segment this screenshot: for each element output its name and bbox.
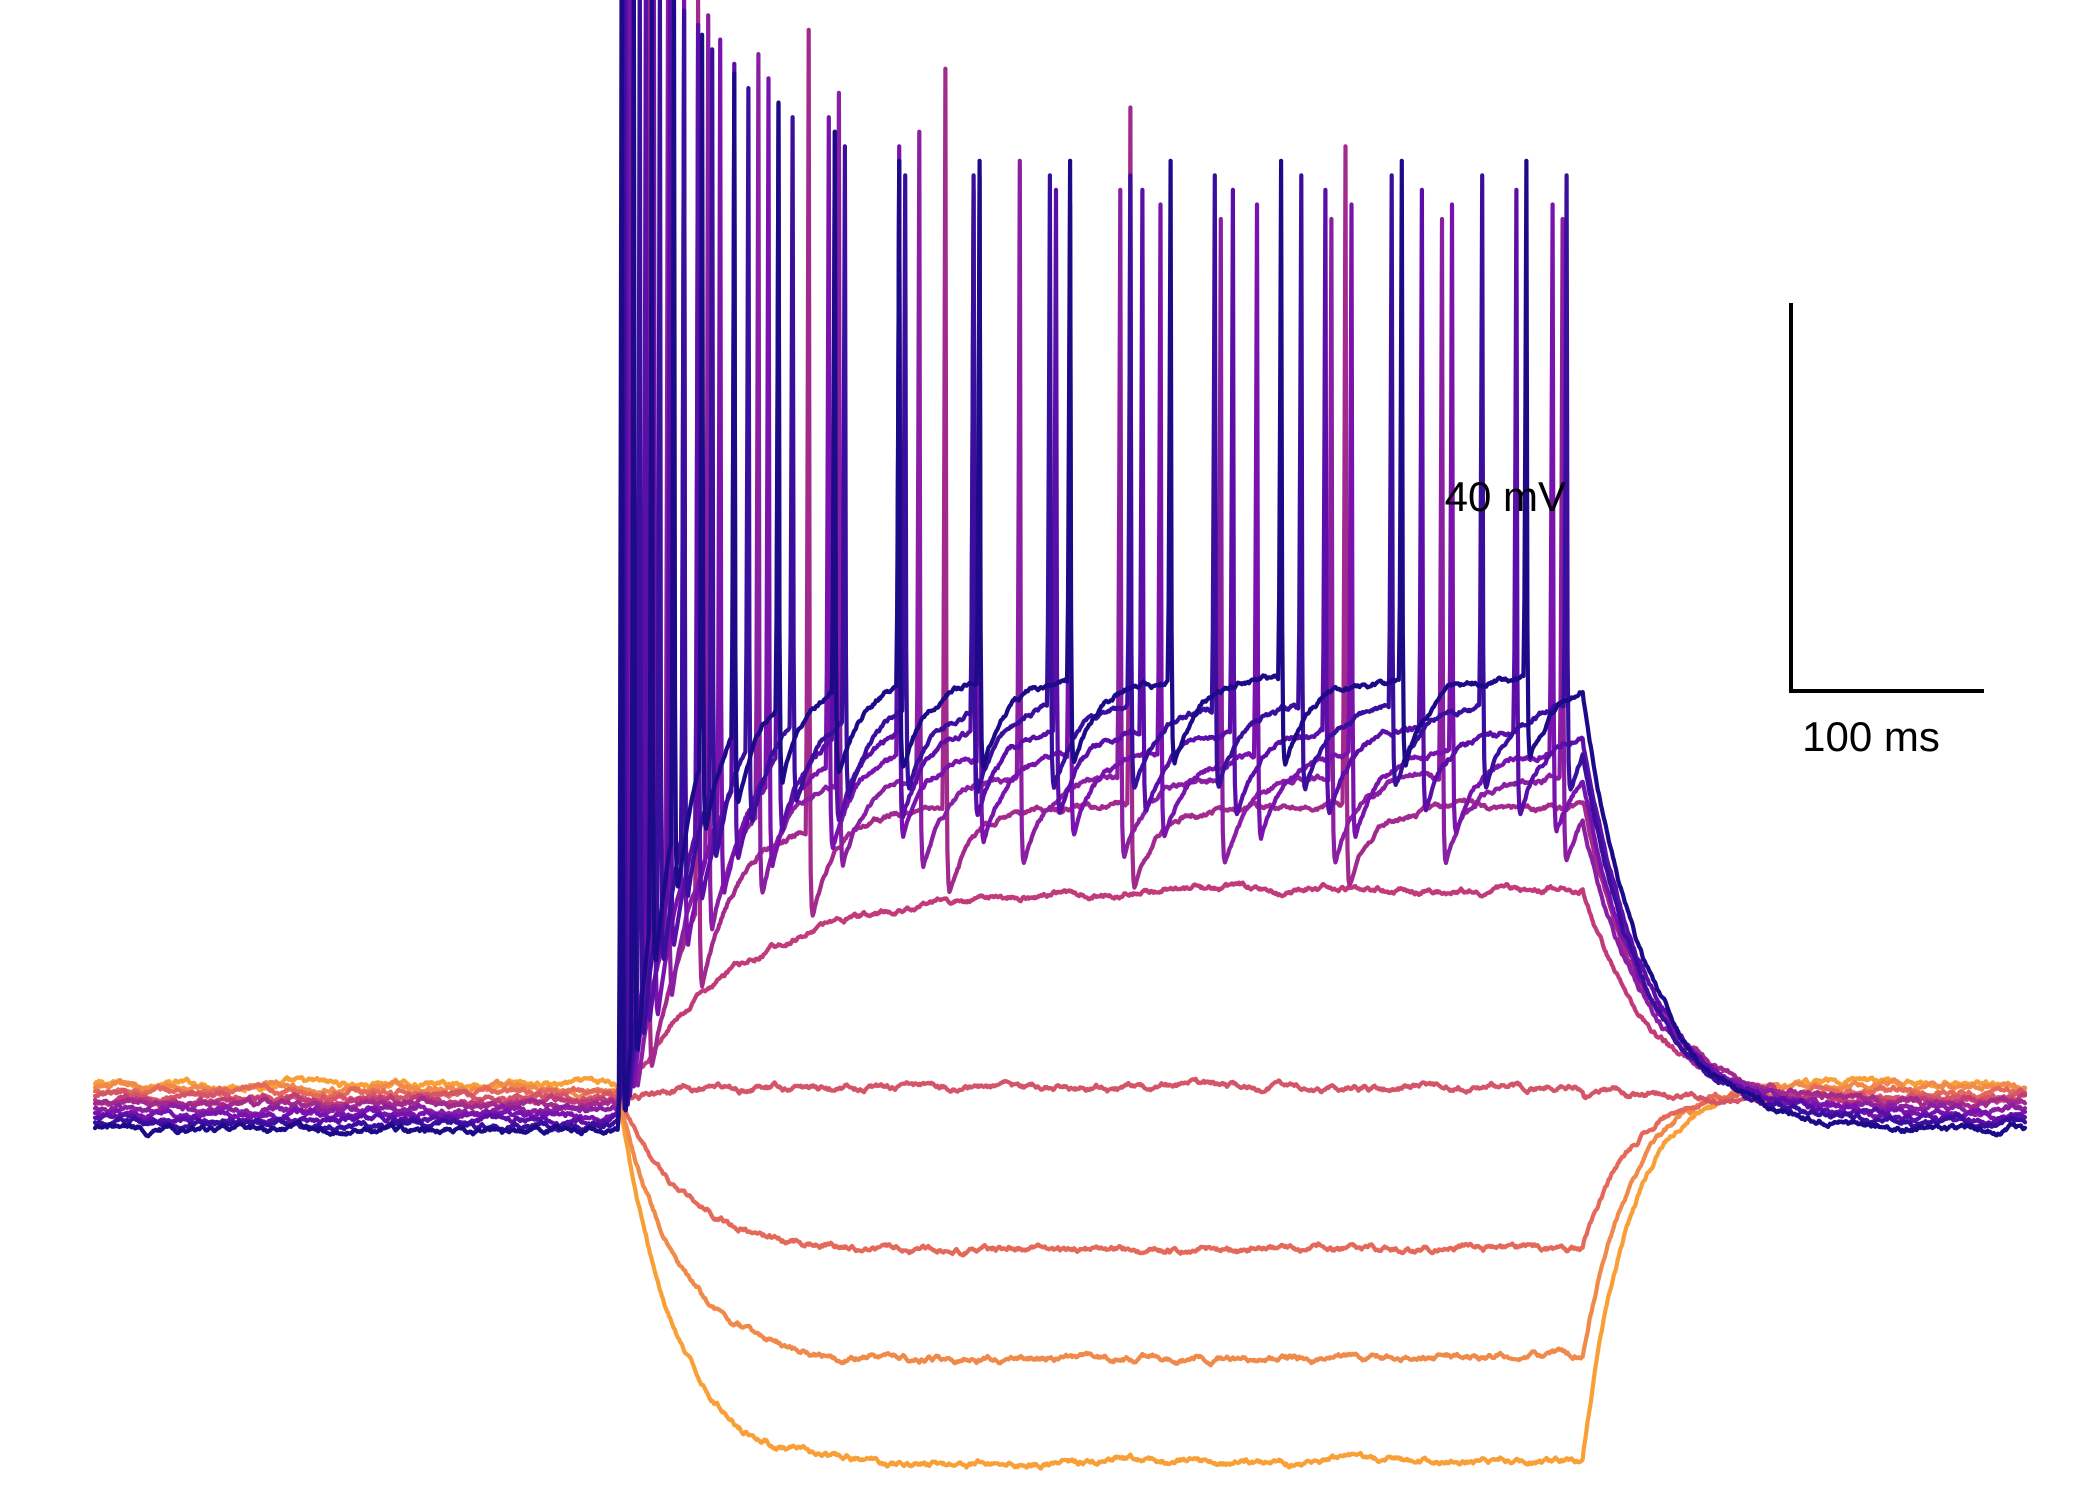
scale-bar-x-label: 100 ms [1802,713,1940,760]
trace-9 [92,0,2028,1129]
trace-11 [92,0,2028,1139]
trace-10 [92,0,2028,1133]
scale-bar-y-label: 40 mV [1444,473,1566,520]
trace-1 [92,1075,2028,1471]
trace-8 [92,0,2028,1124]
trace-6 [92,0,2028,1112]
trace-3 [92,1082,2028,1258]
trace-7 [92,0,2028,1118]
traces-layer [92,0,2028,1471]
scale-bar [1789,303,1984,693]
trace-5 [92,880,2028,1109]
